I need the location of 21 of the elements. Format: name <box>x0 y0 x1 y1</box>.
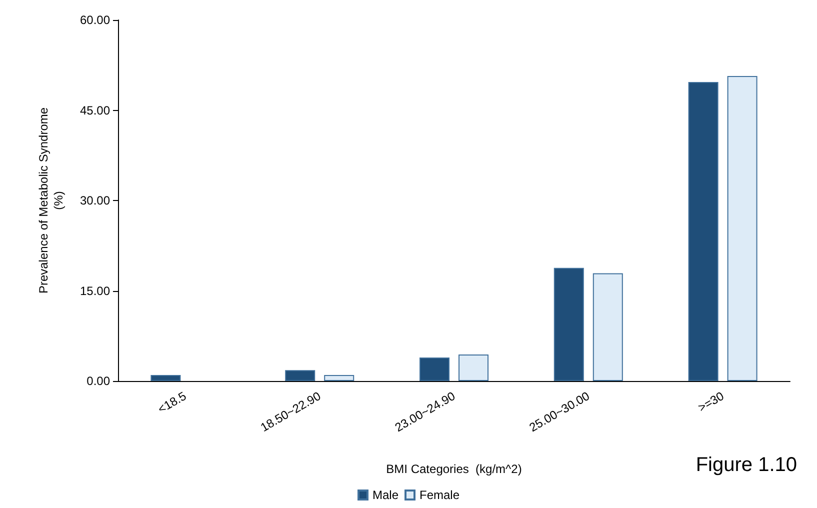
bar <box>592 273 623 381</box>
bar <box>285 370 316 381</box>
bar <box>688 82 718 381</box>
bar <box>554 268 584 381</box>
y-tick-label: 60.00 <box>80 13 110 27</box>
caption: Figure 1.10 <box>696 454 797 476</box>
legend-label: Male <box>372 488 399 502</box>
bar <box>458 354 488 381</box>
legend-label: Female <box>420 488 460 502</box>
y-axis-title: Prevalence of Metabolic Syndrome (%) <box>36 107 66 294</box>
x-tick-label: >=30 <box>696 388 727 415</box>
y-tick-label: 45.00 <box>80 103 110 118</box>
y-tick-label: 15.00 <box>80 284 110 298</box>
x-tick-label: <18.5 <box>155 388 189 416</box>
bar <box>324 374 354 381</box>
bar <box>727 76 758 381</box>
bar <box>150 374 181 381</box>
bar <box>420 358 450 381</box>
x-axis-title: BMI Categories (kg/m^2) <box>386 462 522 476</box>
y-tick-label: 30.00 <box>80 194 110 208</box>
y-tick-label: 0.00 <box>86 374 110 388</box>
